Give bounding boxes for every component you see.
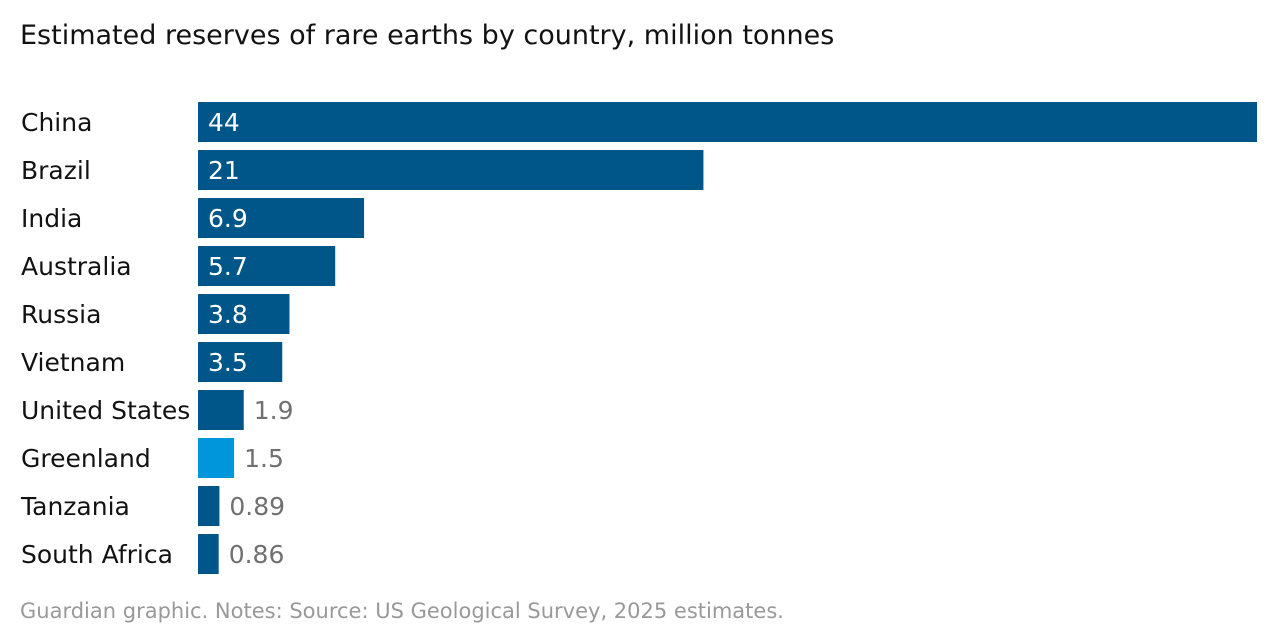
category-label: Brazil	[21, 156, 91, 185]
bar-row: Tanzania 0.89	[20, 486, 285, 526]
bar-row: Greenland 1.5	[21, 438, 284, 478]
bar-row: China 44	[21, 102, 1257, 142]
bar-row: South Africa 0.86	[21, 534, 284, 574]
category-label: India	[21, 204, 82, 233]
value-label: 0.89	[229, 492, 285, 521]
chart-title: Estimated reserves of rare earths by cou…	[20, 20, 835, 51]
bar-row: Australia 5.7	[21, 246, 336, 286]
value-label: 5.7	[208, 252, 248, 281]
value-label: 44	[208, 108, 240, 137]
bar	[198, 342, 283, 382]
value-label: 1.9	[254, 396, 294, 425]
bar-row: Vietnam 3.5	[21, 342, 283, 382]
category-label: Tanzania	[20, 492, 130, 521]
bar-row: Russia 3.8	[21, 294, 290, 334]
bar	[198, 198, 365, 238]
value-label: 3.8	[208, 300, 248, 329]
bar	[198, 486, 220, 526]
category-label: United States	[21, 396, 190, 425]
bar-highlighted	[198, 438, 235, 478]
bar-row: Brazil 21	[21, 150, 704, 190]
category-label: China	[21, 108, 92, 137]
category-label: Vietnam	[21, 348, 125, 377]
value-label: 21	[208, 156, 240, 185]
category-label: South Africa	[21, 540, 173, 569]
bar	[198, 102, 1257, 142]
bar-row: India 6.9	[21, 198, 365, 238]
bar	[198, 150, 704, 190]
bar-chart: China 44 Brazil 21 India 6.9 Australia 5.7 Russi…	[20, 102, 1257, 574]
bar	[198, 246, 336, 286]
bar-row: United States 1.9	[21, 390, 293, 430]
bar	[198, 534, 219, 574]
value-label: 3.5	[208, 348, 248, 377]
bar	[198, 390, 244, 430]
category-label: Australia	[21, 252, 132, 281]
bar	[198, 294, 290, 334]
category-label: Russia	[21, 300, 101, 329]
source-note: Guardian graphic. Notes: Source: US Geol…	[20, 599, 784, 623]
value-label: 6.9	[208, 204, 248, 233]
value-label: 1.5	[244, 444, 284, 473]
category-label: Greenland	[21, 444, 151, 473]
value-label: 0.86	[229, 540, 285, 569]
